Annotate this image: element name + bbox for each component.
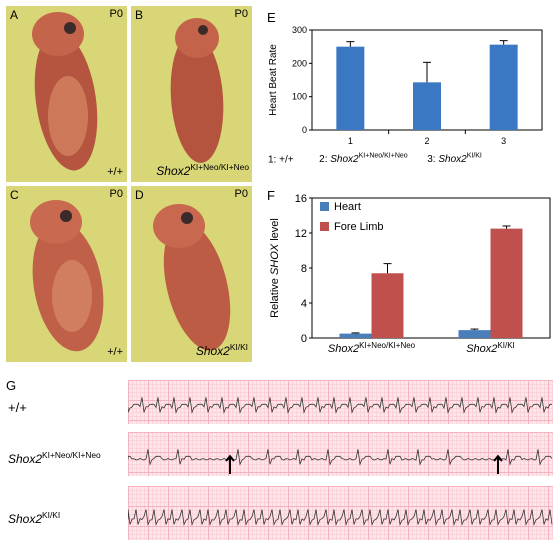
stage-label: P0: [109, 188, 123, 200]
panel-letter: B: [135, 8, 144, 22]
bar: [413, 82, 441, 130]
y-tick-label: 300: [292, 25, 307, 35]
bar: [336, 46, 365, 130]
y-tick-label: 12: [295, 228, 307, 240]
legend-label: Heart: [334, 201, 361, 213]
y-tick-label: 200: [292, 58, 307, 68]
y-tick-label: 100: [292, 92, 307, 102]
panel-letter-g: G: [6, 378, 17, 393]
stage-label: P0: [109, 8, 123, 20]
panel-letter-f: F: [267, 188, 275, 203]
pup-image-d: [153, 204, 231, 351]
legend-item-3: 3: Shox2KI/KI: [427, 153, 482, 166]
genotype-label: Shox2KI+Neo/KI+Neo: [156, 162, 249, 178]
legend-swatch: [320, 222, 329, 231]
y-axis-label: Relative SHOX level: [269, 218, 281, 318]
panel-letter-e: E: [267, 10, 276, 25]
bar: [490, 228, 523, 338]
bar: [489, 44, 518, 130]
ecg-strip-ki: [127, 486, 553, 540]
y-tick-label: 8: [301, 263, 307, 275]
genotype-label: +/+: [107, 346, 123, 358]
bar: [339, 333, 372, 338]
pup-image-a: [32, 12, 98, 171]
y-tick-label: 4: [301, 298, 307, 310]
ecg-row-label: Shox2KI/KI: [8, 510, 61, 526]
x-tick-label: 1: [348, 136, 353, 146]
bar: [458, 330, 491, 338]
ecg-strip-ki-neo: [127, 432, 553, 476]
y-tick-label: 0: [302, 125, 307, 135]
genotype-label: Shox2KI/KI: [195, 342, 248, 358]
panel-letter: D: [135, 188, 144, 202]
photo-panel-b: B P0 Shox2KI+Neo/KI+Neo: [131, 6, 252, 182]
arrow-icon: [225, 454, 235, 474]
photo-panel-d: D P0 Shox2KI/KI: [131, 186, 252, 362]
ecg-trace: [127, 397, 552, 414]
pup-image-c: [30, 200, 104, 352]
legend-item-2: 2: Shox2KI+Neo/KI+Neo: [319, 153, 408, 166]
x-tick-label: Shox2KI/KI: [466, 341, 515, 355]
y-tick-label: 16: [295, 193, 307, 205]
photo-panel-a: A P0 +/+: [6, 6, 127, 182]
bar: [371, 273, 404, 338]
panel-letter: A: [10, 8, 19, 22]
stage-label: P0: [234, 8, 248, 20]
y-axis-label: Heart Beat Rate: [268, 44, 279, 116]
genotype-label: +/+: [107, 166, 123, 178]
heart-rate-chart: 0 100 200 300 Heart Beat Rate 1 2 3: [268, 25, 543, 146]
y-tick-label: 0: [301, 333, 307, 345]
pup-image-b: [170, 18, 224, 163]
ecg-trace: [127, 509, 553, 527]
x-tick-label: 3: [501, 136, 506, 146]
chart-e-legend: 1: +/+ 2: Shox2KI+Neo/KI+Neo 3: Shox2KI/…: [268, 153, 557, 165]
arrow-icon: [493, 454, 503, 474]
ecg-strip-wildtype: [127, 380, 553, 424]
x-tick-label: 2: [424, 136, 429, 146]
legend-swatch: [320, 202, 329, 211]
ecg-trace: [127, 449, 553, 466]
shox-level-chart: 0 4 8 12 16 Relative SHOX level Shox2KI+Neo/KI…: [269, 193, 551, 355]
legend-item-1: 1: +/+: [268, 154, 294, 166]
ecg-row-label: Shox2KI+Neo/KI+Neo: [8, 450, 101, 466]
photo-panel-c: C P0 +/+: [6, 186, 127, 362]
stage-label: P0: [234, 188, 248, 200]
legend-label: Fore Limb: [334, 221, 384, 233]
x-tick-label: Shox2KI+Neo/KI+Neo: [328, 341, 416, 355]
ecg-row-label: +/+: [8, 400, 27, 415]
panel-letter: C: [10, 188, 19, 202]
